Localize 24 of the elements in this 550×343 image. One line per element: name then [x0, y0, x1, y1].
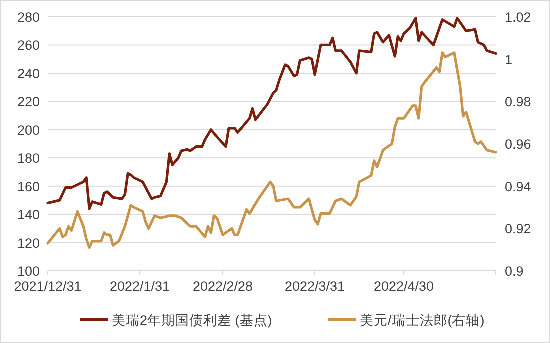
legend-label: 美瑞2年期国债利差 (基点) [112, 313, 272, 328]
y-tick-label: 260 [17, 38, 40, 54]
y2-tick-label: 0.94 [505, 179, 532, 194]
y2-tick-label: 0.9 [505, 264, 524, 279]
y2-tick-label: 0.98 [505, 94, 532, 110]
y-tick-label: 200 [17, 122, 40, 138]
x-tick-label: 2022/4/30 [374, 279, 434, 294]
y-tick-label: 240 [17, 66, 40, 82]
y-tick-label: 180 [17, 151, 40, 166]
legend-label: 美元/瑞士法郎(右轴) [360, 313, 485, 328]
y2-tick-label: 0.92 [505, 222, 532, 237]
y-tick-label: 100 [17, 264, 40, 279]
x-tick-label: 2022/3/31 [284, 279, 346, 294]
y2-tick-label: 1.02 [505, 10, 532, 25]
x-tick-label: 2022/2/28 [193, 279, 254, 294]
y-tick-label: 280 [17, 10, 40, 25]
y-tick-label: 120 [17, 236, 40, 251]
y-tick-label: 220 [17, 94, 40, 110]
y2-tick-label: 1 [505, 52, 513, 68]
y-tick-label: 140 [17, 208, 40, 223]
x-tick-label: 2021/12/31 [14, 279, 82, 294]
y-tick-label: 160 [17, 179, 40, 194]
x-tick-label: 2022/1/31 [110, 279, 170, 294]
y2-tick-label: 0.96 [505, 137, 532, 152]
